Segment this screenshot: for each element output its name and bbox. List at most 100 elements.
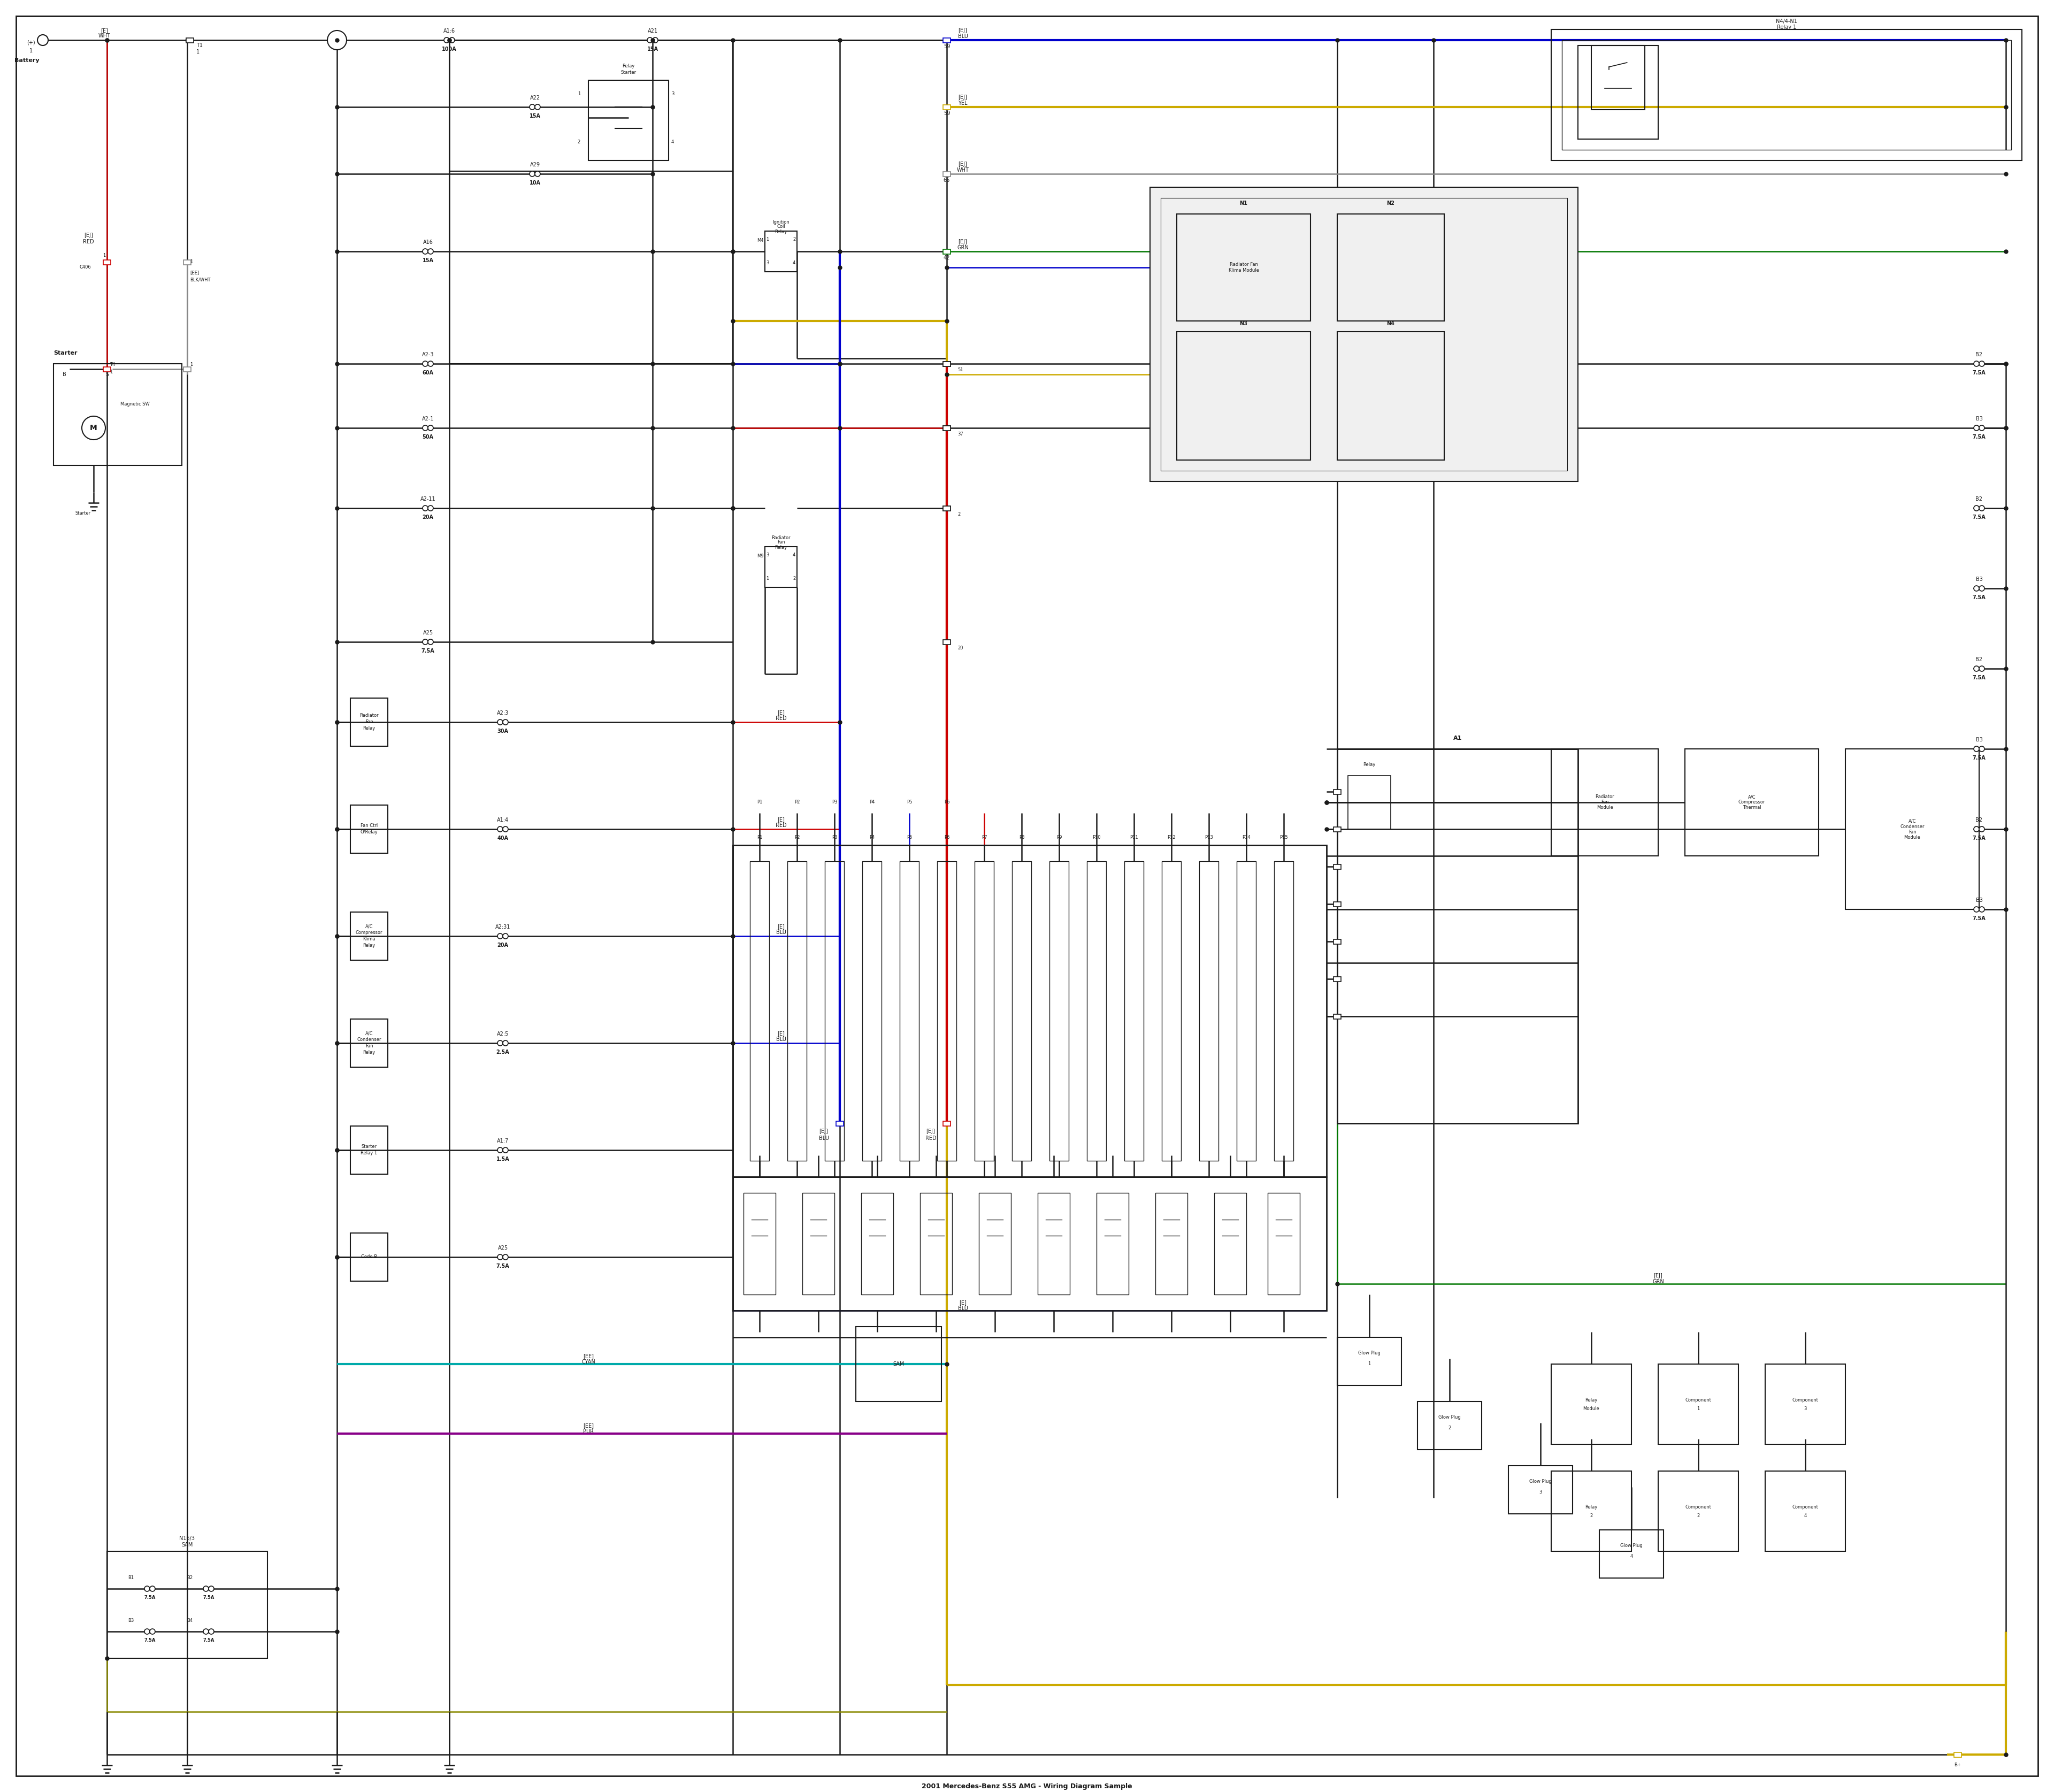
Text: Relay 1: Relay 1 xyxy=(362,1150,378,1156)
Text: 1: 1 xyxy=(766,577,768,581)
Bar xyxy=(1658,1471,1738,1552)
Circle shape xyxy=(423,249,427,254)
Bar xyxy=(1333,977,1341,982)
Bar xyxy=(900,862,918,1161)
Text: Relay: Relay xyxy=(364,943,376,948)
Text: Relay 1: Relay 1 xyxy=(1777,25,1797,30)
Text: [E]: [E] xyxy=(959,1299,967,1305)
Circle shape xyxy=(1980,360,1984,366)
Text: 7.5A: 7.5A xyxy=(203,1638,214,1643)
Bar xyxy=(1551,749,1658,857)
Text: A2:5: A2:5 xyxy=(497,1032,509,1038)
Text: M: M xyxy=(90,425,97,432)
Text: Radiator Fan
Klima Module: Radiator Fan Klima Module xyxy=(1228,262,1259,272)
Text: 2.5A: 2.5A xyxy=(497,1050,509,1055)
Text: P1: P1 xyxy=(756,799,762,805)
Circle shape xyxy=(647,38,653,43)
Text: Relay: Relay xyxy=(1364,763,1376,767)
Bar xyxy=(450,172,733,364)
Text: P5: P5 xyxy=(906,835,912,840)
Text: 20A: 20A xyxy=(497,943,509,948)
Circle shape xyxy=(423,425,427,430)
Bar xyxy=(1577,45,1658,140)
Text: 100A: 100A xyxy=(442,47,456,52)
Circle shape xyxy=(37,34,47,45)
Text: 15A: 15A xyxy=(647,47,657,52)
Text: Code B: Code B xyxy=(362,1254,378,1260)
Circle shape xyxy=(450,38,454,43)
Circle shape xyxy=(423,505,427,511)
Text: 4: 4 xyxy=(793,554,795,557)
Text: 2: 2 xyxy=(957,513,961,518)
Text: A25: A25 xyxy=(497,1245,507,1251)
Text: [E]: [E] xyxy=(776,710,785,715)
Text: 7.5A: 7.5A xyxy=(421,649,435,654)
Text: 2: 2 xyxy=(793,577,795,581)
Text: Compressor: Compressor xyxy=(355,930,382,935)
Text: BLU: BLU xyxy=(957,1306,967,1312)
Circle shape xyxy=(444,38,450,43)
Circle shape xyxy=(327,30,347,50)
Text: (+): (+) xyxy=(27,39,35,45)
Text: 3: 3 xyxy=(672,91,674,97)
Text: WHT: WHT xyxy=(99,34,111,38)
Text: N16/3
SAM: N16/3 SAM xyxy=(179,1536,195,1548)
Text: 1: 1 xyxy=(1368,1362,1370,1367)
Text: Glow Plug: Glow Plug xyxy=(1358,1351,1380,1357)
Text: [EE]: [EE] xyxy=(583,1423,594,1428)
Text: 1: 1 xyxy=(1697,1407,1701,1410)
Text: RED: RED xyxy=(776,715,787,720)
Text: [E]: [E] xyxy=(776,1030,785,1036)
Bar xyxy=(1337,213,1444,321)
Bar xyxy=(1551,1471,1631,1552)
Text: 51: 51 xyxy=(957,367,963,373)
Text: 37: 37 xyxy=(957,432,963,437)
Bar xyxy=(1600,1530,1664,1579)
Text: Fan: Fan xyxy=(776,539,785,545)
Bar xyxy=(937,862,957,1161)
Circle shape xyxy=(1980,425,1984,430)
Bar xyxy=(1551,1364,1631,1444)
Text: A1:4: A1:4 xyxy=(497,817,509,823)
Text: O/Relay: O/Relay xyxy=(359,830,378,835)
Bar xyxy=(351,805,388,853)
Text: [EJ]: [EJ] xyxy=(820,1129,828,1134)
Text: A2-1: A2-1 xyxy=(421,416,433,421)
Text: 1: 1 xyxy=(109,369,113,375)
Text: A2-11: A2-11 xyxy=(421,496,435,502)
Circle shape xyxy=(150,1586,156,1591)
Bar xyxy=(351,912,388,961)
Text: A25: A25 xyxy=(423,631,433,636)
Circle shape xyxy=(503,719,507,724)
Text: 7.5A: 7.5A xyxy=(203,1595,214,1600)
Text: 2: 2 xyxy=(577,140,581,143)
Text: 20A: 20A xyxy=(423,514,433,520)
Text: A/C: A/C xyxy=(366,925,374,928)
Circle shape xyxy=(503,826,507,831)
Bar xyxy=(1177,332,1310,461)
Text: 60A: 60A xyxy=(423,371,433,376)
Text: 40A: 40A xyxy=(497,835,509,840)
Text: Starter: Starter xyxy=(76,511,90,516)
Text: N1: N1 xyxy=(1241,201,1247,206)
Text: T1: T1 xyxy=(197,43,203,48)
Text: Relay: Relay xyxy=(774,545,787,550)
Bar xyxy=(351,1020,388,1068)
Text: A16: A16 xyxy=(423,240,433,246)
Text: P6: P6 xyxy=(945,835,949,840)
Bar xyxy=(1333,939,1341,944)
Bar xyxy=(787,862,807,1161)
Text: 15A: 15A xyxy=(530,113,540,118)
Bar xyxy=(1764,1471,1844,1552)
Text: Relay: Relay xyxy=(1586,1398,1598,1403)
Text: P2: P2 xyxy=(795,835,799,840)
Text: [EJ]: [EJ] xyxy=(926,1129,935,1134)
Text: A1:7: A1:7 xyxy=(497,1138,509,1143)
Text: Fan: Fan xyxy=(366,1045,374,1048)
Circle shape xyxy=(210,1629,214,1634)
Text: Compressor: Compressor xyxy=(1738,799,1764,805)
Bar xyxy=(826,862,844,1161)
Text: Radiator: Radiator xyxy=(359,713,378,719)
Bar xyxy=(1333,864,1341,869)
Text: 7.5A: 7.5A xyxy=(1972,595,1986,600)
